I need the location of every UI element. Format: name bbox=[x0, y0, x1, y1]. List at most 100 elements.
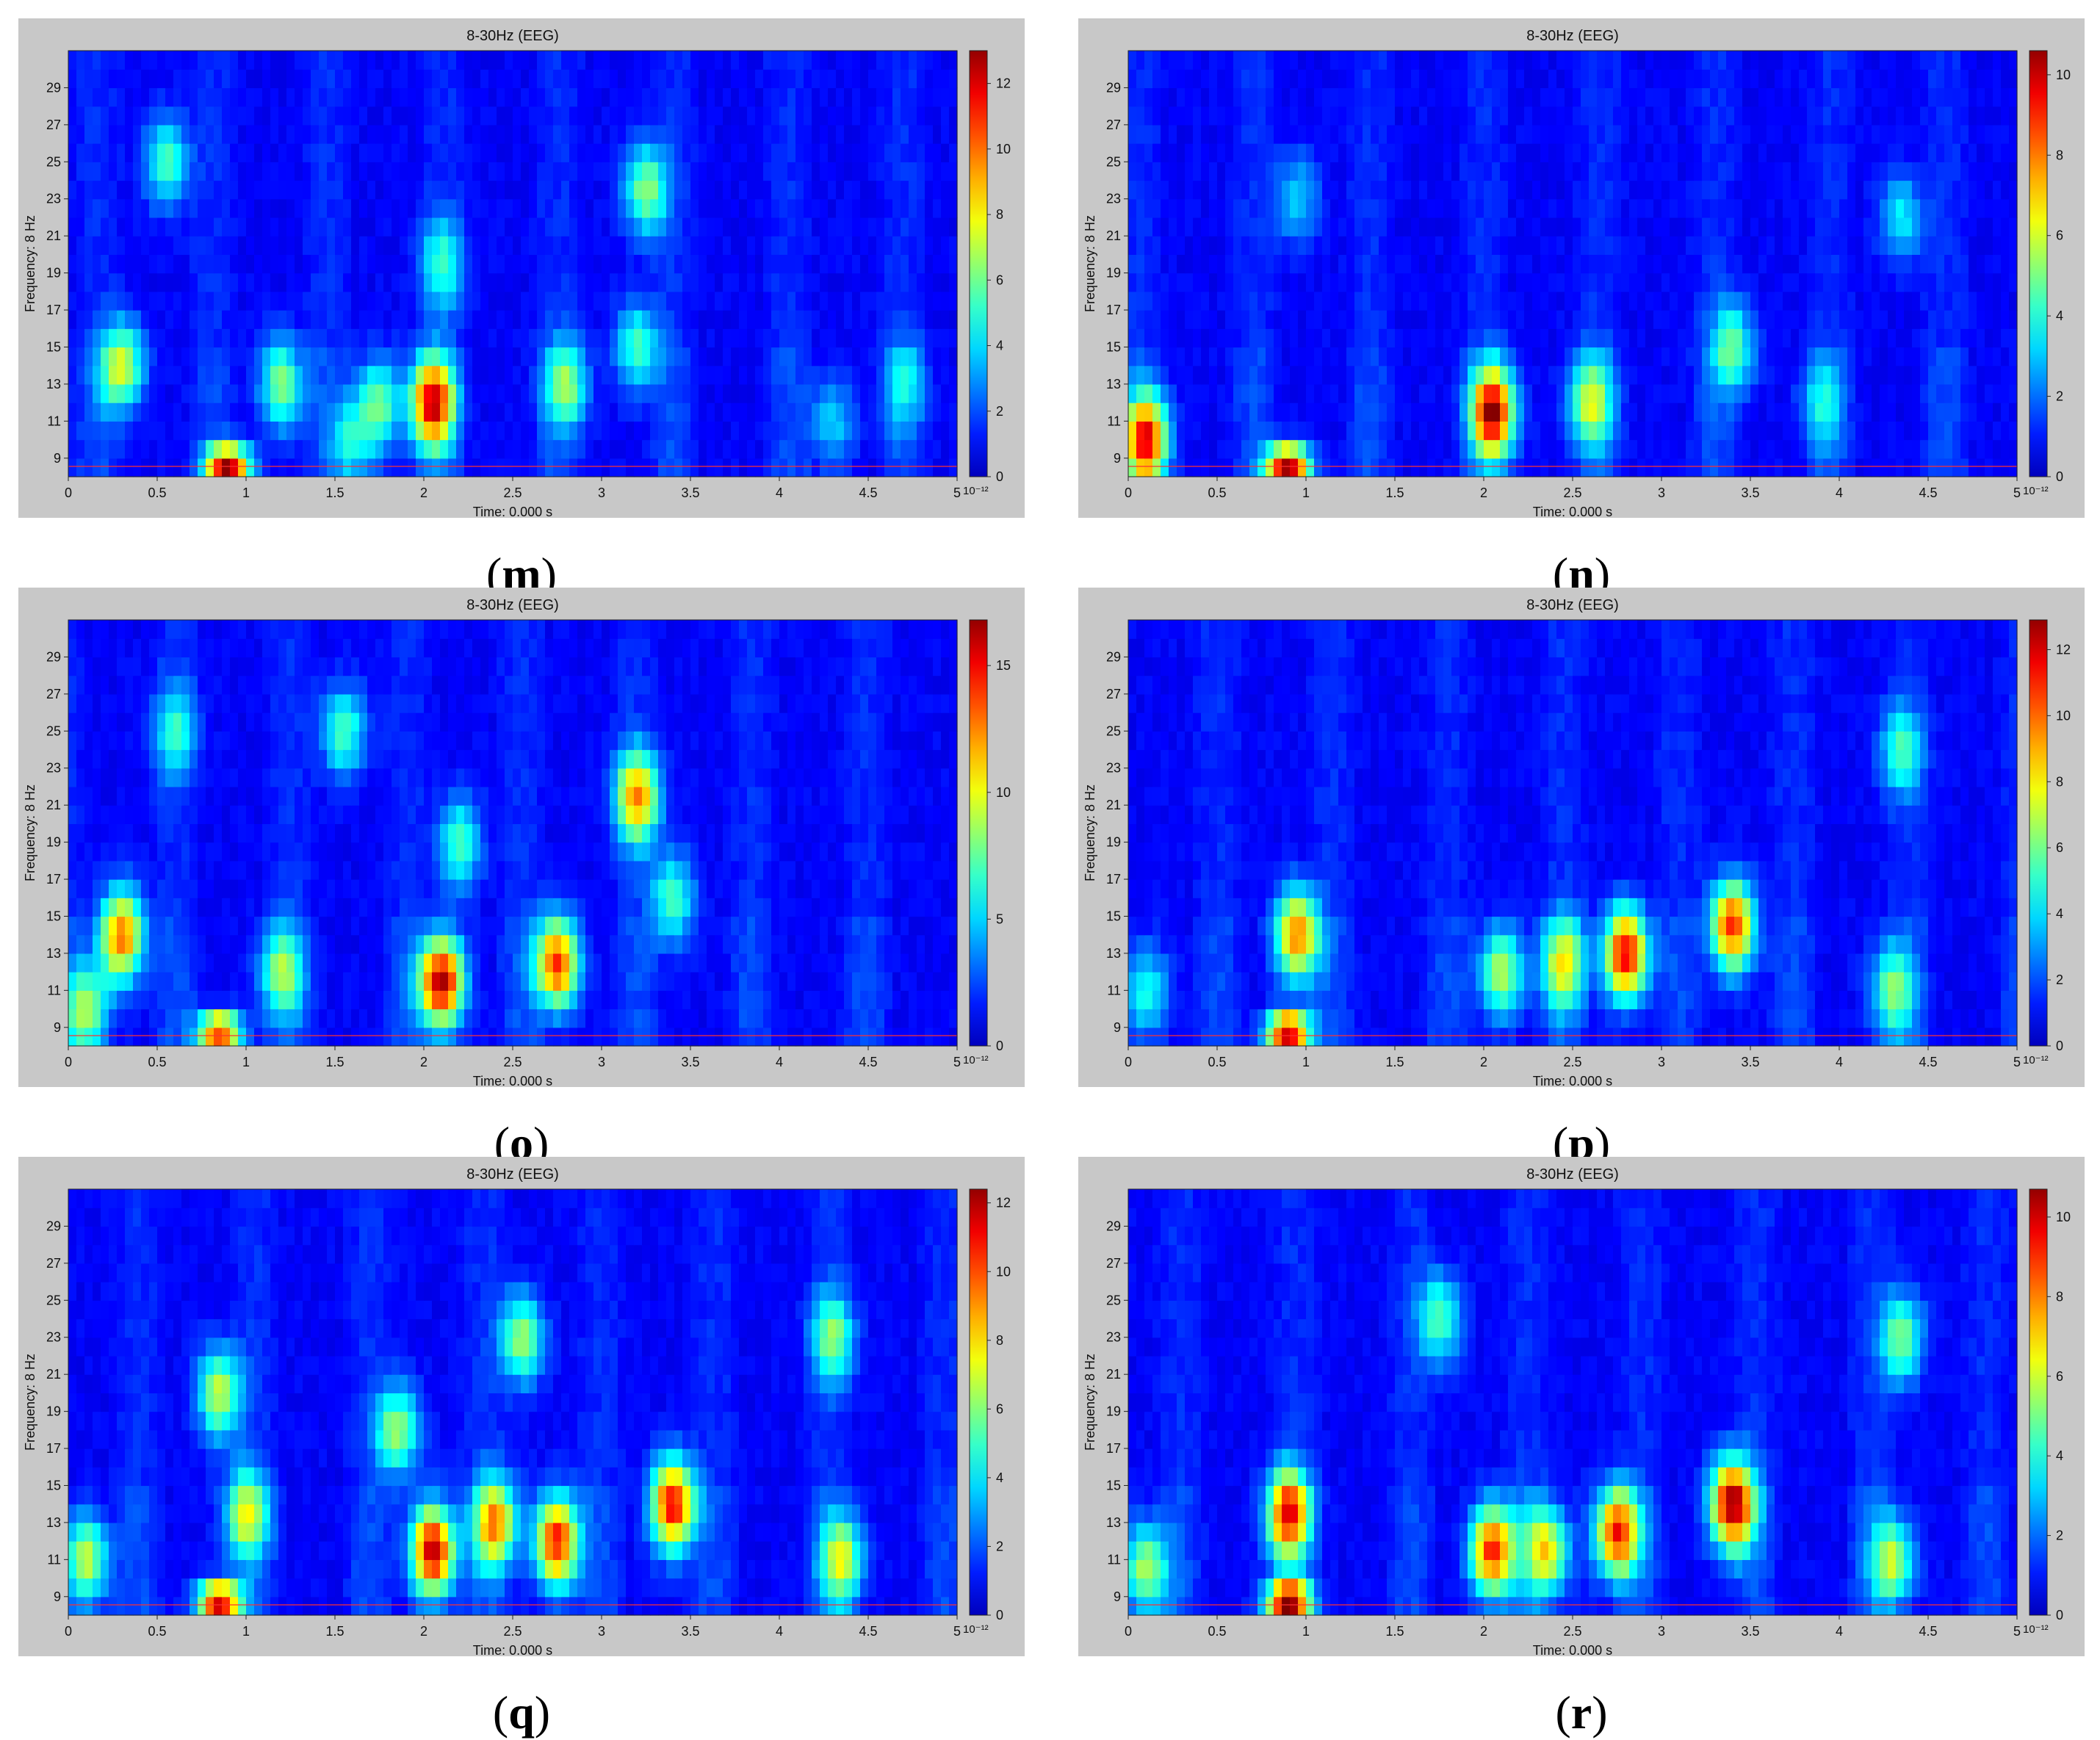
heatmap-cell bbox=[1363, 402, 1371, 422]
heatmap-cell bbox=[303, 87, 311, 107]
heatmap-cell bbox=[157, 107, 166, 126]
heatmap-cell bbox=[626, 162, 635, 181]
heatmap-cell bbox=[1379, 440, 1388, 459]
heatmap-cell bbox=[593, 402, 602, 422]
heatmap-cell bbox=[1476, 254, 1484, 273]
heatmap-cell bbox=[1459, 328, 1468, 347]
heatmap-cell bbox=[1548, 273, 1557, 292]
heatmap-cell bbox=[141, 87, 150, 107]
heatmap-cell bbox=[1565, 69, 1573, 88]
heatmap-cell bbox=[1985, 366, 1993, 385]
heatmap-cell bbox=[771, 51, 780, 70]
y-tick-label: 15 bbox=[46, 339, 61, 354]
heatmap-cell bbox=[892, 51, 901, 70]
heatmap-cell bbox=[1678, 421, 1686, 440]
heatmap-cell bbox=[262, 328, 271, 347]
heatmap-cell bbox=[1411, 236, 1420, 255]
heatmap-cell bbox=[2001, 292, 2010, 311]
heatmap-cell bbox=[933, 107, 942, 126]
heatmap-cell bbox=[901, 402, 909, 422]
heatmap-cell bbox=[876, 162, 885, 181]
heatmap-cell bbox=[383, 384, 392, 403]
heatmap-cell bbox=[117, 384, 126, 403]
heatmap-cell bbox=[1354, 125, 1363, 144]
heatmap-cell bbox=[1605, 421, 1614, 440]
heatmap-cell bbox=[1282, 440, 1291, 459]
heatmap-cell bbox=[1298, 236, 1307, 255]
heatmap-cell bbox=[1758, 402, 1767, 422]
heatmap-cell bbox=[1742, 347, 1751, 366]
heatmap-cell bbox=[1508, 217, 1517, 237]
heatmap-cell bbox=[367, 236, 376, 255]
heatmap-cell bbox=[1371, 273, 1379, 292]
heatmap-cell bbox=[723, 458, 732, 477]
heatmap-cell bbox=[1710, 328, 1719, 347]
heatmap-cell bbox=[1912, 440, 1921, 459]
heatmap-cell bbox=[1726, 366, 1735, 385]
heatmap-cell bbox=[1686, 421, 1695, 440]
heatmap-cell bbox=[1144, 273, 1153, 292]
heatmap-cell bbox=[1128, 458, 1137, 477]
heatmap-cell bbox=[1185, 421, 1194, 440]
heatmap-cell bbox=[1783, 328, 1792, 347]
heatmap-cell bbox=[1969, 402, 1977, 422]
heatmap-cell bbox=[238, 217, 247, 237]
heatmap-cell bbox=[505, 328, 513, 347]
heatmap-cell bbox=[351, 199, 360, 218]
heatmap-cell bbox=[206, 51, 214, 70]
heatmap-cell bbox=[1863, 236, 1872, 255]
heatmap-cell bbox=[214, 199, 223, 218]
heatmap-cell bbox=[618, 236, 627, 255]
heatmap-cell bbox=[400, 199, 408, 218]
heatmap-cell bbox=[1718, 421, 1727, 440]
heatmap-cell bbox=[2001, 347, 2010, 366]
heatmap-cell bbox=[1767, 143, 1775, 162]
heatmap-cell bbox=[844, 217, 853, 237]
heatmap-cell bbox=[286, 310, 295, 329]
heatmap-cell bbox=[658, 51, 667, 70]
heatmap-cell bbox=[949, 366, 958, 385]
x-tick-label: 1 bbox=[242, 485, 250, 500]
heatmap-cell bbox=[295, 254, 303, 273]
heatmap-cell bbox=[1500, 87, 1509, 107]
heatmap-cell bbox=[1645, 107, 1654, 126]
heatmap-cell bbox=[1686, 440, 1695, 459]
heatmap-cell bbox=[1969, 162, 1977, 181]
heatmap-cell bbox=[1500, 162, 1509, 181]
heatmap-cell bbox=[1581, 199, 1590, 218]
heatmap-cell bbox=[1298, 162, 1307, 181]
heatmap-cell bbox=[876, 87, 885, 107]
heatmap-cell bbox=[497, 181, 505, 200]
heatmap-cell bbox=[165, 236, 174, 255]
heatmap-cell bbox=[844, 347, 853, 366]
heatmap-cell bbox=[739, 292, 748, 311]
heatmap-cell bbox=[2009, 366, 2018, 385]
heatmap-cell bbox=[650, 236, 659, 255]
heatmap-cell bbox=[715, 87, 724, 107]
heatmap-cell bbox=[650, 347, 659, 366]
heatmap-cell bbox=[367, 402, 376, 422]
heatmap-cell bbox=[1201, 69, 1210, 88]
heatmap-cell bbox=[1161, 87, 1169, 107]
heatmap-cell bbox=[876, 254, 885, 273]
heatmap-cell bbox=[1670, 402, 1678, 422]
heatmap-cell bbox=[1661, 199, 1670, 218]
heatmap-cell bbox=[1613, 421, 1622, 440]
heatmap-cell bbox=[319, 328, 328, 347]
heatmap-cell bbox=[868, 292, 877, 311]
heatmap-cell bbox=[254, 347, 263, 366]
heatmap-cell bbox=[771, 402, 780, 422]
heatmap-cell bbox=[1201, 125, 1210, 144]
heatmap-cell bbox=[1249, 217, 1258, 237]
heatmap-cell bbox=[1411, 107, 1420, 126]
heatmap-cell bbox=[941, 366, 950, 385]
heatmap-cell bbox=[1282, 421, 1291, 440]
heatmap-cell bbox=[101, 254, 109, 273]
heatmap-cell bbox=[537, 199, 546, 218]
heatmap-cell bbox=[666, 143, 675, 162]
heatmap-cell bbox=[1395, 328, 1404, 347]
heatmap-cell bbox=[1581, 384, 1590, 403]
heatmap-cell bbox=[779, 217, 788, 237]
heatmap-cell bbox=[828, 143, 837, 162]
heatmap-cell bbox=[109, 254, 118, 273]
